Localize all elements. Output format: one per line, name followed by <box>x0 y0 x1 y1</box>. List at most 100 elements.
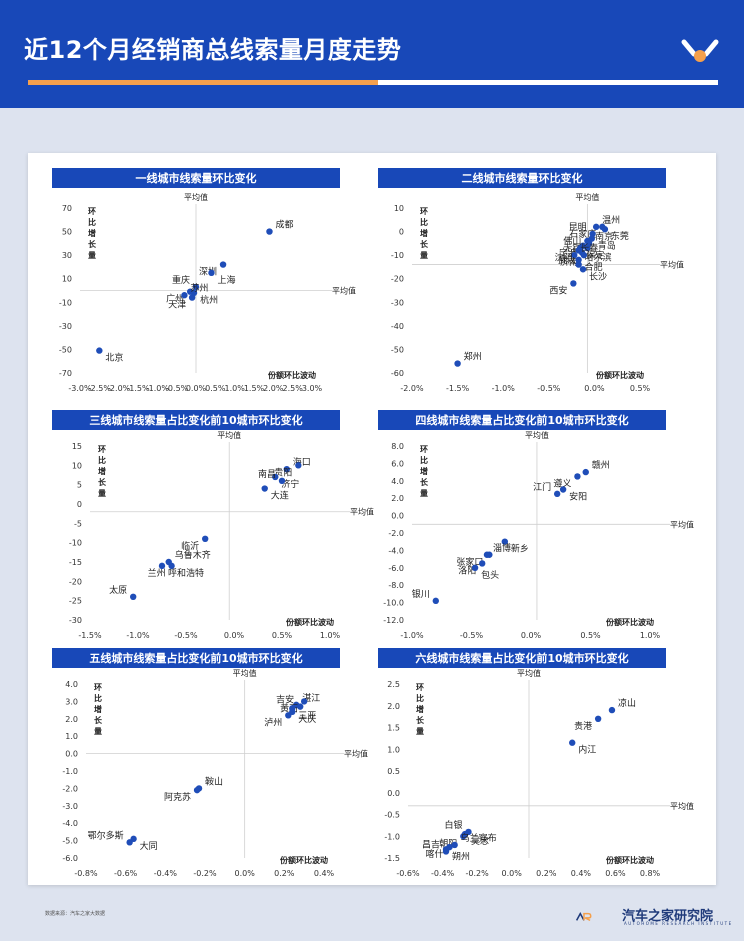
y-tick-label: 0.5 <box>387 767 400 776</box>
chart-title-bg <box>378 648 666 668</box>
point-label: 淄博 <box>493 542 511 554</box>
y-tick-label: -4.0 <box>62 819 78 828</box>
point-label: 兰州 <box>148 567 166 579</box>
point-label: 重庆 <box>172 274 190 286</box>
y-tick-label: -30 <box>59 322 72 331</box>
y-tick-label: 0.0 <box>65 750 78 759</box>
x-tick-label: -0.6% <box>396 869 420 878</box>
chart-tier2-cities: 二线城市线索量环比变化平均值平均值100-10-20-30-40-50-60-2… <box>378 168 684 393</box>
chart-tier5-cities: 五线城市线索量占比变化前10城市环比变化平均值平均值4.03.02.01.00.… <box>52 648 368 878</box>
point-label: 哈尔滨 <box>585 251 612 263</box>
avg-y-label: 平均值 <box>660 260 684 270</box>
x-tick-label: 1.5% <box>244 384 265 393</box>
data-point <box>592 223 600 231</box>
x-tick-label: -1.0% <box>492 384 516 393</box>
y-axis-label: 环比增长量 <box>416 683 425 736</box>
data-point <box>594 715 602 722</box>
avg-y-label: 平均值 <box>670 519 694 529</box>
y-tick-label: -6.0 <box>388 564 404 573</box>
y-tick-label: 50 <box>62 228 72 237</box>
point-label: 深圳 <box>199 267 217 278</box>
avg-y-label: 平均值 <box>350 507 374 517</box>
point-label: 鞍山 <box>205 775 223 787</box>
chart-tier6-cities: 六线城市线索量占比变化前10城市环比变化平均值平均值2.52.01.51.00.… <box>378 648 694 878</box>
data-point <box>553 490 561 498</box>
chart-title-bg <box>378 410 666 430</box>
point-label: 长春 <box>580 242 598 254</box>
data-point <box>168 562 175 570</box>
avg-x-label: 平均值 <box>233 668 257 678</box>
data-point <box>608 706 616 714</box>
x-tick-label: 0.0% <box>224 631 245 640</box>
y-tick-label: 2.0 <box>391 494 404 503</box>
point-label: 三亚 <box>298 710 316 721</box>
x-tick-label: -1.5% <box>126 384 150 393</box>
y-tick-label: -5 <box>74 519 82 528</box>
data-point <box>126 839 133 846</box>
chart-title: 二线城市线索量环比变化 <box>462 171 583 185</box>
data-point <box>188 294 196 301</box>
avg-y-label: 平均值 <box>332 286 356 296</box>
x-tick-label: -0.5% <box>174 631 198 640</box>
y-tick-label: -10 <box>69 539 82 548</box>
point-label: 郑州 <box>464 351 482 363</box>
point-label: 大连 <box>271 490 289 502</box>
y-tick-label: -20 <box>391 275 404 284</box>
point-label: 广州 <box>166 293 184 305</box>
x-tick-label: -3.0% <box>68 384 92 393</box>
point-label: 湛江 <box>302 693 320 704</box>
point-label: 西安 <box>549 284 567 296</box>
point-label: 合肥 <box>585 261 603 273</box>
data-point <box>261 485 268 492</box>
y-tick-label: 4.0 <box>391 477 404 486</box>
x-tick-label: 2.5% <box>283 384 304 393</box>
x-axis-label: 份额环比波动 <box>606 855 654 865</box>
point-label: 成都 <box>275 219 293 231</box>
y-tick-label: -8.0 <box>388 581 404 590</box>
data-point <box>219 261 227 268</box>
data-point <box>559 486 567 493</box>
point-label: 鄂尔多斯 <box>88 829 124 841</box>
y-tick-label: 30 <box>62 251 72 260</box>
data-source-note: 数据来源：汽车之家大数据 <box>45 911 106 917</box>
data-point <box>570 280 577 287</box>
data-point <box>285 712 292 719</box>
data-point <box>580 251 588 259</box>
chart-title-bg <box>52 410 340 430</box>
x-tick-label: -1.5% <box>78 631 102 640</box>
y-tick-label: -0.5 <box>384 811 400 820</box>
x-tick-label: -2.0% <box>400 384 424 393</box>
point-label: 大庆 <box>298 713 316 725</box>
autohome-logo-icon <box>576 912 592 922</box>
y-tick-label: 2.0 <box>65 715 78 724</box>
y-axis-label: 环比增长量 <box>88 207 97 260</box>
divider-bar <box>378 80 718 85</box>
x-axis-label: 份额环比波动 <box>606 617 654 627</box>
point-label: 包头 <box>481 569 499 581</box>
chart-title-bg <box>52 168 340 188</box>
x-tick-label: 0.5% <box>630 384 651 393</box>
point-label: 凉山 <box>618 697 636 709</box>
x-tick-label: 0.0% <box>584 384 605 393</box>
point-label: 苏州 <box>190 282 208 294</box>
point-label: 青岛 <box>598 240 616 252</box>
data-point <box>584 244 591 252</box>
y-tick-label: -1.5 <box>384 854 400 863</box>
y-axis-label: 环比增长量 <box>94 683 103 736</box>
avg-y-label: 平均值 <box>670 801 694 811</box>
chart-tier3-cities: 三线城市线索量占比变化前10城市环比变化平均值平均值151050-5-10-15… <box>52 410 374 640</box>
chart-title-bg <box>52 648 340 668</box>
data-point <box>483 551 491 558</box>
y-tick-label: -1.0 <box>62 767 78 776</box>
data-point <box>479 560 486 567</box>
data-point <box>158 562 166 570</box>
data-point <box>454 360 461 367</box>
data-point <box>575 256 582 264</box>
y-tick-label: 10 <box>394 204 404 213</box>
point-label: 南京 <box>595 230 613 242</box>
avg-x-label: 平均值 <box>217 430 241 440</box>
chart-title: 一线城市线索量环比变化 <box>136 171 257 185</box>
accent-bar <box>28 80 378 85</box>
chart-tier1-cities: 一线城市线索量环比变化平均值平均值70503010-10-30-50-70-3.… <box>52 168 356 393</box>
x-tick-label: -1.0% <box>126 631 150 640</box>
